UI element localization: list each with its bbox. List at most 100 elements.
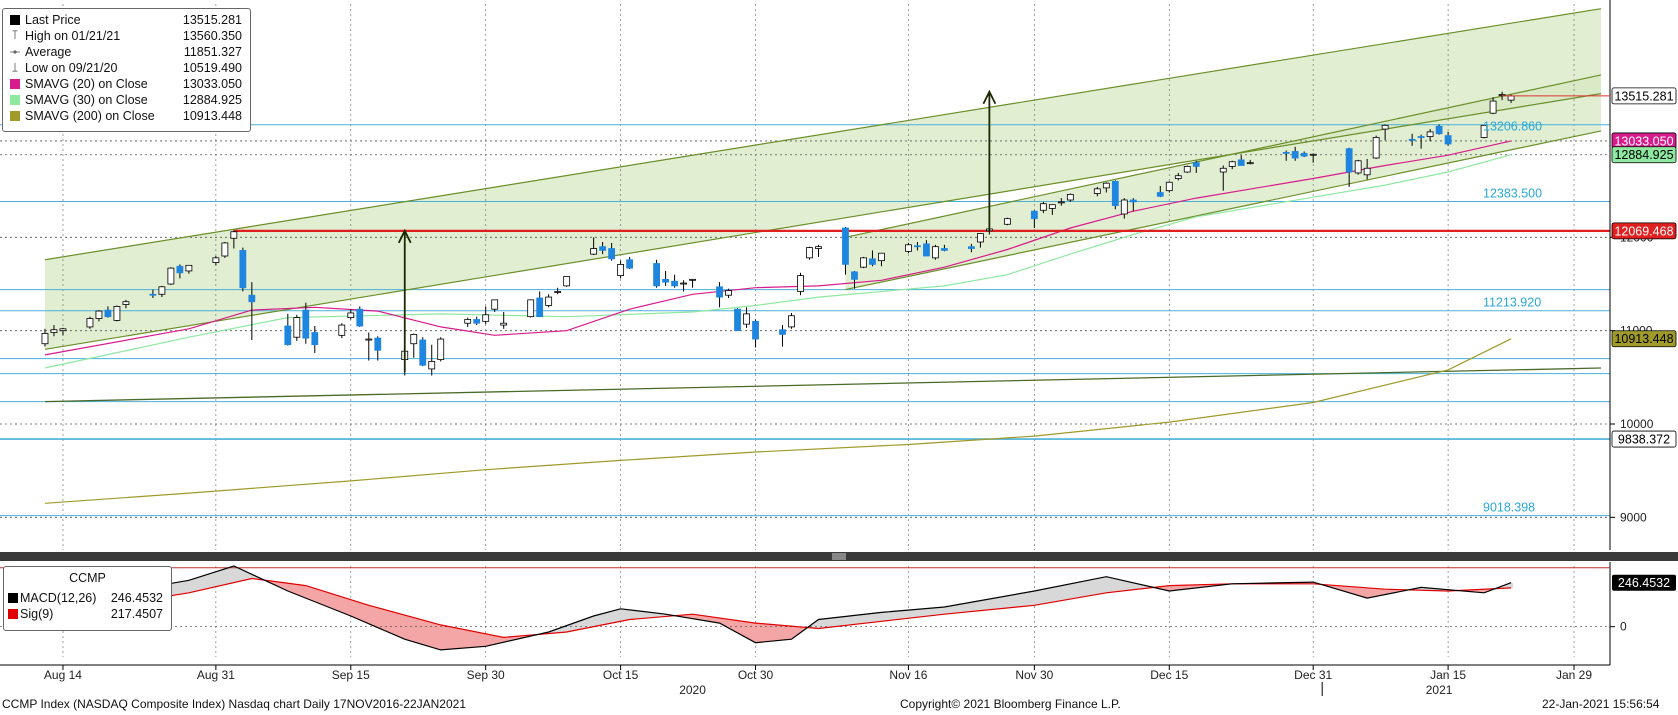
macd-fill bbox=[753, 622, 757, 643]
macd-fill bbox=[857, 614, 861, 625]
candle bbox=[1048, 204, 1056, 215]
candle-body bbox=[185, 264, 193, 272]
macd-fill bbox=[917, 609, 921, 618]
candle-body bbox=[1345, 148, 1353, 173]
macd-fill bbox=[309, 586, 313, 601]
macd-fill bbox=[1041, 588, 1045, 605]
candle bbox=[1237, 155, 1245, 166]
candle bbox=[869, 250, 876, 267]
macd-fill bbox=[1353, 586, 1357, 596]
macd-fill bbox=[481, 632, 485, 647]
macd-fill bbox=[289, 583, 293, 593]
macd-fill bbox=[613, 609, 617, 623]
macd-fill bbox=[781, 625, 785, 641]
candle bbox=[158, 285, 166, 298]
macd-fill bbox=[881, 612, 885, 622]
candle-body bbox=[248, 294, 256, 303]
candle bbox=[743, 307, 750, 328]
candle-body bbox=[311, 332, 319, 346]
legend-label: SMAVG (200) on Close bbox=[25, 109, 155, 123]
macd-fill bbox=[861, 614, 865, 624]
candle-body bbox=[1408, 138, 1416, 141]
price-tag-label: 12884.925 bbox=[1614, 148, 1673, 162]
macd-fill bbox=[1045, 588, 1049, 604]
candle bbox=[365, 332, 373, 361]
candle bbox=[1129, 198, 1137, 212]
macd-fill bbox=[369, 605, 373, 626]
candle-body bbox=[563, 276, 571, 287]
arrow-head bbox=[982, 89, 997, 105]
macd-fill bbox=[457, 628, 461, 649]
legend-label: MACD(12,26) bbox=[20, 591, 97, 605]
macd-fill bbox=[977, 600, 981, 611]
macd-fill bbox=[865, 613, 869, 624]
macd-fill bbox=[345, 597, 349, 616]
candle-body bbox=[527, 299, 535, 318]
macd-fill bbox=[1053, 586, 1057, 602]
price-tag-label: 9838.372 bbox=[1618, 433, 1670, 447]
macd-fill bbox=[653, 612, 657, 618]
macd-fill bbox=[1081, 580, 1085, 598]
macd-fill bbox=[197, 576, 201, 591]
candle-body bbox=[212, 257, 220, 263]
candle-body bbox=[1300, 152, 1308, 157]
period-label: 2020 bbox=[679, 683, 706, 697]
candle-body bbox=[923, 243, 930, 257]
legend-value: 11851.327 bbox=[183, 45, 242, 59]
legend-value: 10913.448 bbox=[182, 109, 242, 123]
candle-body bbox=[1291, 151, 1299, 159]
macd-fill bbox=[913, 609, 917, 618]
macd-fill bbox=[241, 569, 245, 581]
candle bbox=[1039, 201, 1047, 214]
candle bbox=[545, 294, 553, 308]
macd-fill bbox=[237, 567, 241, 582]
price-tag: 9838.372 bbox=[1611, 430, 1677, 448]
candle bbox=[86, 316, 94, 329]
candle-body bbox=[437, 338, 445, 361]
candle bbox=[1489, 97, 1497, 115]
macd-fill bbox=[329, 592, 333, 609]
macd-fill bbox=[501, 636, 505, 643]
candle bbox=[176, 264, 184, 279]
candle-body bbox=[752, 320, 759, 340]
candle-body bbox=[779, 329, 786, 335]
macd-fill bbox=[1345, 586, 1349, 593]
macd-fill bbox=[421, 619, 425, 646]
legend-label: Average bbox=[25, 45, 72, 59]
candle bbox=[689, 278, 696, 288]
macd-fill bbox=[1101, 577, 1105, 594]
candle bbox=[95, 310, 103, 322]
macd-fill bbox=[937, 607, 941, 615]
macd-fill bbox=[401, 614, 405, 640]
candle-body bbox=[104, 309, 112, 318]
candle-body bbox=[167, 267, 175, 285]
macd-fill bbox=[785, 625, 789, 640]
macd-fill bbox=[417, 618, 421, 644]
candle-body bbox=[230, 231, 238, 239]
candle bbox=[59, 327, 67, 336]
macd-fill bbox=[953, 604, 957, 614]
macd-fill bbox=[621, 608, 625, 622]
macd-fill bbox=[617, 608, 621, 622]
macd-fill bbox=[1377, 588, 1381, 597]
candle bbox=[1192, 160, 1200, 173]
candle bbox=[563, 276, 571, 287]
candle-body bbox=[1174, 175, 1182, 179]
candle bbox=[1363, 158, 1371, 180]
macd-fill bbox=[749, 622, 753, 642]
macd-fill bbox=[633, 610, 637, 620]
macd-fill bbox=[1189, 585, 1193, 589]
macd-fill bbox=[325, 591, 329, 608]
candle-body bbox=[967, 246, 975, 249]
candle-body bbox=[113, 305, 121, 321]
candle-body bbox=[860, 257, 867, 268]
macd-fill bbox=[733, 619, 737, 633]
macd-tag-box bbox=[1612, 574, 1676, 591]
candle-body bbox=[1048, 204, 1056, 209]
candle-body bbox=[410, 333, 418, 345]
macd-fill bbox=[909, 609, 913, 619]
candle bbox=[1309, 153, 1317, 163]
footer-timestamp: 22-Jan-2021 15:56:54 bbox=[1542, 697, 1660, 711]
macd-fill bbox=[1369, 588, 1373, 598]
